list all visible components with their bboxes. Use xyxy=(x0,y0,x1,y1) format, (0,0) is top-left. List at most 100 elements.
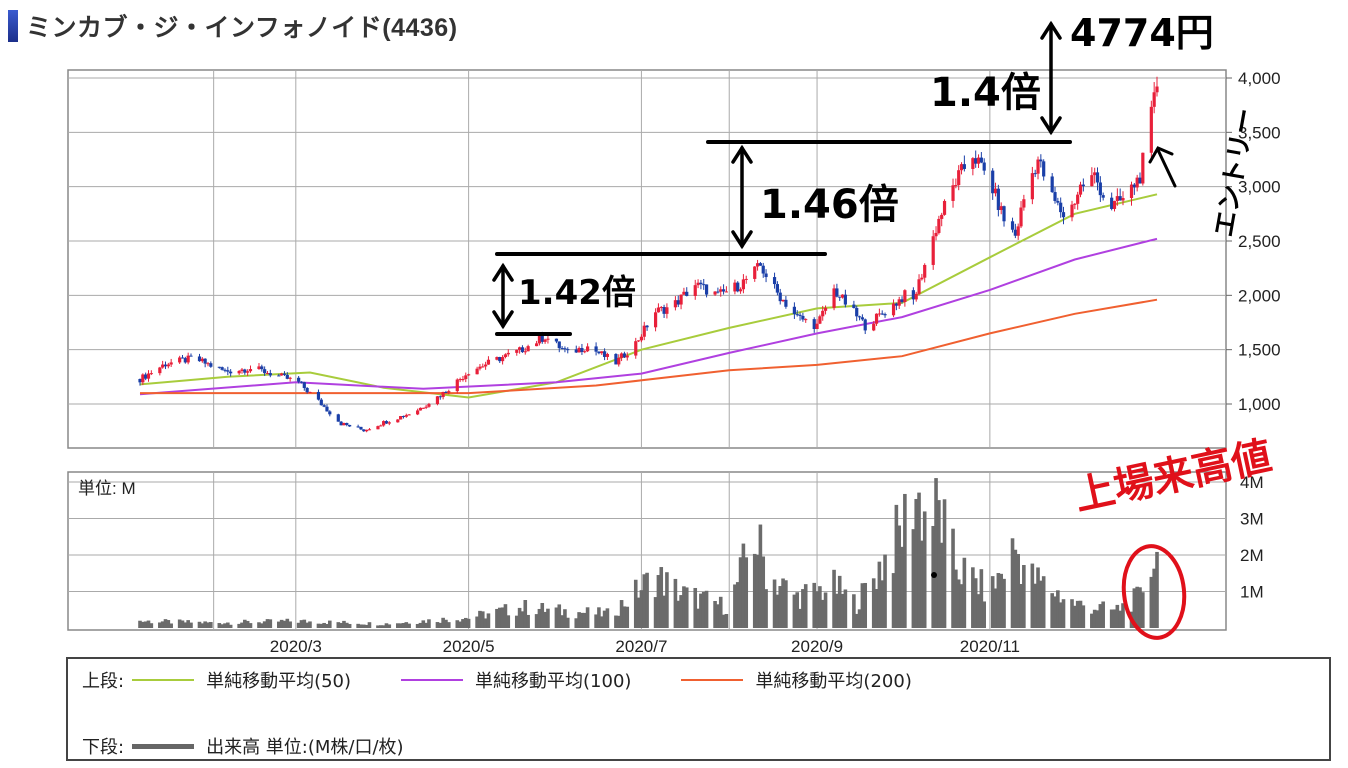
volume-bar xyxy=(574,618,579,628)
volume-bar xyxy=(523,600,528,628)
volume-bar xyxy=(775,594,780,628)
candle-body xyxy=(993,188,998,194)
candle-body xyxy=(546,338,550,340)
candle-body xyxy=(144,374,148,379)
candle-body xyxy=(685,291,689,296)
candle-body xyxy=(931,236,935,265)
volume-bar xyxy=(684,587,689,628)
volume-bar xyxy=(1112,609,1117,628)
candle-body xyxy=(554,338,559,342)
volume-bar xyxy=(951,528,955,628)
candle-body xyxy=(1022,199,1026,208)
candle-body xyxy=(387,422,391,424)
volume-bar xyxy=(381,625,386,628)
volume-bar xyxy=(582,612,587,628)
candle-body xyxy=(416,410,420,415)
volume-bar xyxy=(395,623,400,628)
candle-body xyxy=(781,299,785,302)
volume-bar xyxy=(483,618,488,628)
legend-upper-label: 上段: xyxy=(82,671,125,692)
volume-bar xyxy=(347,623,352,628)
volume-bar xyxy=(415,623,420,628)
candle-body xyxy=(1141,152,1145,184)
candle-body xyxy=(518,347,522,350)
candle-body xyxy=(812,319,816,330)
candle-body xyxy=(863,319,867,331)
volume-bar xyxy=(755,554,760,628)
volume-bar xyxy=(500,607,505,628)
candle-body xyxy=(1010,221,1015,230)
volume-bar xyxy=(546,608,550,628)
volume-bar xyxy=(852,594,856,628)
volume-bar xyxy=(143,621,148,628)
volume-bar xyxy=(296,622,301,628)
volume-bar xyxy=(954,569,958,628)
candle-body xyxy=(937,218,941,233)
candle-body xyxy=(348,424,352,427)
candle-body xyxy=(962,164,966,169)
volume-bar xyxy=(900,546,904,628)
candle-body xyxy=(999,206,1003,211)
volume-bar xyxy=(200,623,205,628)
volume-bar xyxy=(404,622,409,628)
volume-bar xyxy=(387,624,392,628)
candle-body xyxy=(891,303,896,316)
volume-bar xyxy=(636,597,641,628)
candle-body xyxy=(979,157,983,163)
candle-body xyxy=(843,294,847,305)
candle-body xyxy=(880,313,884,315)
candle-body xyxy=(345,422,349,425)
volume-bar xyxy=(543,611,547,628)
volume-bar xyxy=(1132,588,1137,628)
volume-bar xyxy=(158,622,162,628)
candle-body xyxy=(857,316,862,318)
volume-bar xyxy=(1109,609,1114,628)
volume-bar xyxy=(676,600,681,628)
candle-body xyxy=(1030,173,1034,200)
volume-bar xyxy=(778,586,783,628)
candle-body xyxy=(874,313,879,324)
candle-body xyxy=(396,419,400,423)
candle-body xyxy=(189,355,193,357)
volume-bar xyxy=(1075,600,1080,628)
legend: 上段: 単純移動平均(50) 単純移動平均(100) 単純移動平均(200) 下… xyxy=(66,657,1331,761)
volume-bar xyxy=(463,617,468,628)
candle-body xyxy=(642,325,646,337)
volume-bar xyxy=(979,569,984,628)
candle-body xyxy=(860,317,864,320)
candle-body xyxy=(328,411,332,415)
price-tick-label: 3,500 xyxy=(1238,123,1281,142)
volume-bar xyxy=(1033,583,1037,628)
candle-body xyxy=(1098,182,1102,196)
candle-body xyxy=(1090,175,1094,187)
volume-bar xyxy=(401,623,406,628)
x-tick-label: 2020/11 xyxy=(960,637,1020,656)
candle-body xyxy=(897,299,901,306)
ratio-arrow-1-head-top xyxy=(492,262,514,282)
candle-body xyxy=(855,307,859,317)
candle-body xyxy=(625,355,629,358)
candle-body xyxy=(163,364,168,367)
candle-body xyxy=(535,343,539,347)
candle-body xyxy=(914,293,918,300)
volume-bar xyxy=(203,621,207,628)
volume-bar xyxy=(752,553,757,628)
candle-body xyxy=(464,375,468,380)
candle-body xyxy=(764,273,768,278)
candle-body xyxy=(158,367,162,374)
volume-bar xyxy=(1149,576,1154,628)
candle-body xyxy=(265,373,270,375)
volume-bar xyxy=(639,590,644,628)
candle-body xyxy=(605,353,610,357)
volume-bar xyxy=(871,578,876,628)
volume-bar xyxy=(1095,610,1100,628)
volume-bar xyxy=(257,622,261,628)
volume-bar xyxy=(497,607,502,628)
candle-body xyxy=(365,429,369,432)
volume-bar xyxy=(891,573,896,628)
candle-body xyxy=(209,363,213,367)
candle-body xyxy=(141,374,145,383)
volume-bar xyxy=(1121,603,1125,628)
volume-bar xyxy=(971,567,975,628)
candle-body xyxy=(523,351,527,353)
